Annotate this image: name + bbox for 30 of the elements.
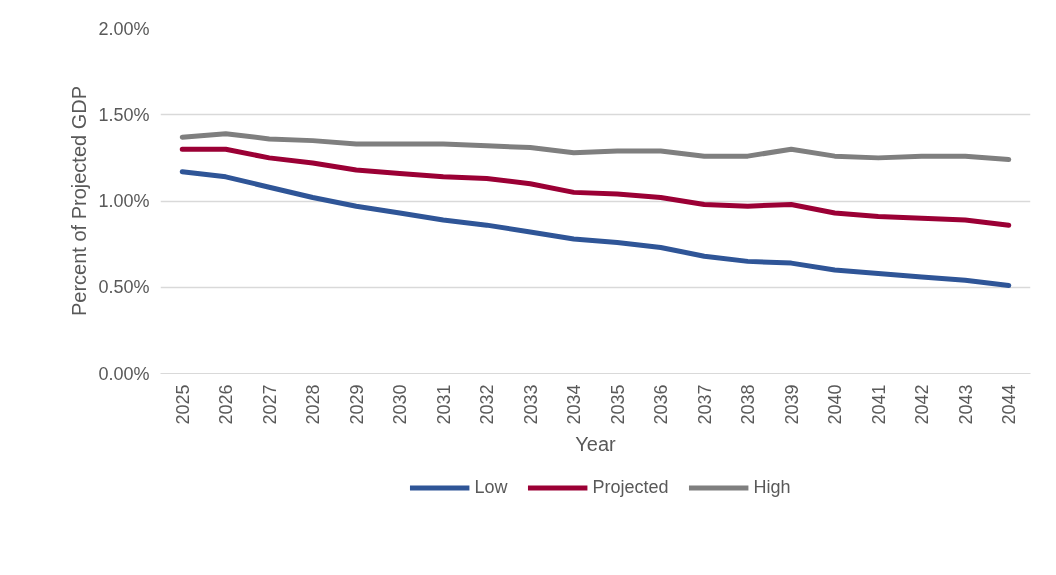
- y-axis-title: Percent of Projected GDP: [68, 85, 91, 317]
- x-tick-label: 2039: [781, 384, 802, 425]
- y-tick-label: 0.00%: [98, 363, 150, 384]
- legend-label: Projected: [592, 476, 669, 498]
- x-tick-label: 2042: [912, 384, 933, 425]
- x-tick-label: 2036: [651, 384, 672, 425]
- legend-label: High: [753, 476, 791, 498]
- x-axis-title: Year: [575, 432, 617, 455]
- legend-label: Low: [474, 476, 508, 498]
- x-tick-label: 2029: [346, 384, 367, 425]
- x-tick-label: 2033: [520, 384, 541, 425]
- x-tick-label: 2040: [825, 384, 846, 425]
- x-tick-label: 2035: [607, 384, 628, 425]
- x-tick-label: 2026: [216, 384, 237, 425]
- x-tick-label: 2025: [172, 384, 193, 425]
- y-tick-label: 1.50%: [98, 104, 150, 125]
- x-tick-label: 2027: [259, 384, 280, 425]
- x-tick-label: 2041: [868, 384, 889, 425]
- y-tick-label: 0.50%: [98, 277, 150, 298]
- x-tick-label: 2044: [999, 384, 1020, 425]
- y-tick-label: 2.00%: [98, 18, 150, 39]
- x-tick-label: 2031: [433, 384, 454, 425]
- x-tick-label: 2032: [477, 384, 498, 425]
- x-tick-label: 2043: [955, 384, 976, 425]
- x-tick-label: 2034: [564, 384, 585, 425]
- x-tick-label: 2030: [390, 384, 411, 425]
- x-tick-label: 2028: [303, 384, 324, 425]
- x-tick-label: 2038: [738, 384, 759, 425]
- x-tick-label: 2037: [694, 384, 715, 425]
- y-tick-label: 1.00%: [98, 191, 150, 211]
